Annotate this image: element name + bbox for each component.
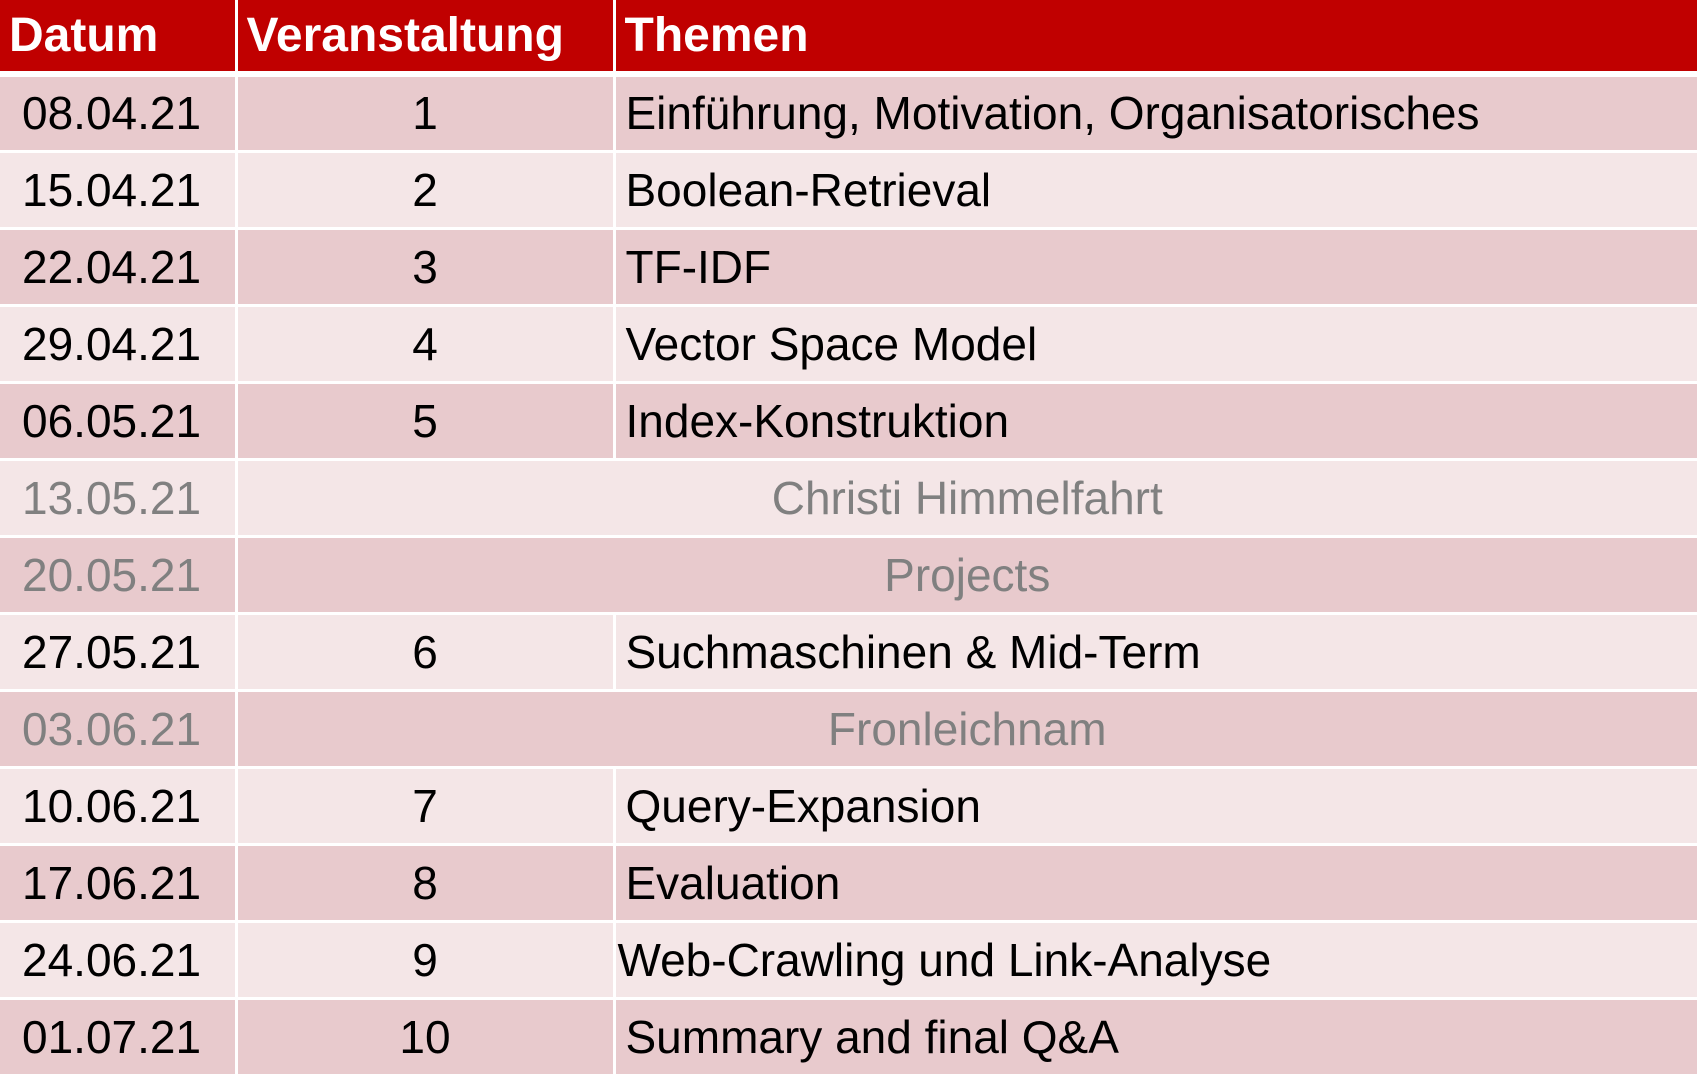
table-row: 08.04.21 1 Einführung, Motivation, Organ…: [0, 74, 1697, 153]
session-cell: 3: [236, 228, 616, 307]
session-cell: 6: [236, 613, 616, 692]
topic-cell: Summary and final Q&A: [614, 998, 1697, 1077]
session-cell: 8: [236, 844, 616, 923]
holiday-row: 03.06.21 Fronleichnam: [0, 690, 1697, 769]
session-cell: 2: [236, 151, 616, 230]
date-cell: 15.04.21: [0, 151, 238, 230]
header-row: Datum Veranstaltung Themen: [0, 0, 1697, 77]
table-row: 06.05.21 5 Index-Konstruktion: [0, 382, 1697, 461]
topic-cell: Vector Space Model: [614, 305, 1697, 384]
date-cell: 24.06.21: [0, 921, 238, 1000]
date-cell: 08.04.21: [0, 74, 238, 153]
date-cell: 20.05.21: [0, 536, 238, 615]
topic-cell: Index-Konstruktion: [614, 382, 1697, 461]
topic-cell: TF-IDF: [614, 228, 1697, 307]
header-date: Datum: [0, 0, 238, 77]
table-row: 17.06.21 8 Evaluation: [0, 844, 1697, 923]
holiday-note: Projects: [236, 536, 1697, 615]
topic-cell: Web-Crawling und Link-Analyse: [614, 921, 1697, 1000]
table-row: 01.07.21 10 Summary and final Q&A: [0, 998, 1697, 1077]
table-row: 22.04.21 3 TF-IDF: [0, 228, 1697, 307]
holiday-note: Christi Himmelfahrt: [236, 459, 1697, 538]
session-cell: 7: [236, 767, 616, 846]
topic-cell: Boolean-Retrieval: [614, 151, 1697, 230]
date-cell: 06.05.21: [0, 382, 238, 461]
table-row: 15.04.21 2 Boolean-Retrieval: [0, 151, 1697, 230]
topic-cell: Suchmaschinen & Mid-Term: [614, 613, 1697, 692]
topic-cell: Evaluation: [614, 844, 1697, 923]
topic-cell: Einführung, Motivation, Organisatorische…: [614, 74, 1697, 153]
date-cell: 01.07.21: [0, 998, 238, 1077]
holiday-row: 20.05.21 Projects: [0, 536, 1697, 615]
date-cell: 22.04.21: [0, 228, 238, 307]
table-header: Datum Veranstaltung Themen: [0, 0, 1697, 77]
topic-cell: Query-Expansion: [614, 767, 1697, 846]
session-cell: 4: [236, 305, 616, 384]
table-row: 29.04.21 4 Vector Space Model: [0, 305, 1697, 384]
holiday-row: 13.05.21 Christi Himmelfahrt: [0, 459, 1697, 538]
date-cell: 27.05.21: [0, 613, 238, 692]
table-body: 08.04.21 1 Einführung, Motivation, Organ…: [0, 74, 1697, 1077]
date-cell: 17.06.21: [0, 844, 238, 923]
table-row: 24.06.21 9 Web-Crawling und Link-Analyse: [0, 921, 1697, 1000]
date-cell: 29.04.21: [0, 305, 238, 384]
date-cell: 10.06.21: [0, 767, 238, 846]
session-cell: 5: [236, 382, 616, 461]
session-cell: 9: [236, 921, 616, 1000]
header-topics: Themen: [614, 0, 1697, 77]
holiday-note: Fronleichnam: [236, 690, 1697, 769]
header-session: Veranstaltung: [236, 0, 616, 77]
table-row: 10.06.21 7 Query-Expansion: [0, 767, 1697, 846]
table-row: 27.05.21 6 Suchmaschinen & Mid-Term: [0, 613, 1697, 692]
session-cell: 10: [236, 998, 616, 1077]
session-cell: 1: [236, 74, 616, 153]
date-cell: 13.05.21: [0, 459, 238, 538]
date-cell: 03.06.21: [0, 690, 238, 769]
